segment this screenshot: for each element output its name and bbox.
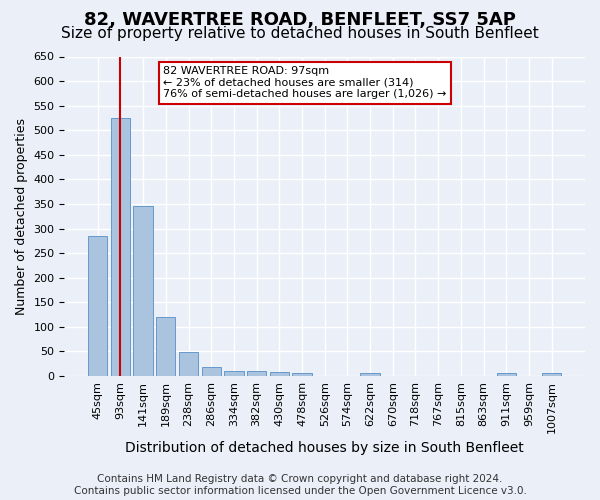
Bar [497,374,516,376]
Bar [133,206,153,376]
Text: 82 WAVERTREE ROAD: 97sqm
← 23% of detached houses are smaller (314)
76% of semi-: 82 WAVERTREE ROAD: 97sqm ← 23% of detach… [163,66,446,100]
Bar [361,374,380,376]
Bar [224,371,244,376]
Bar [542,374,562,376]
Bar [156,317,175,376]
Bar [247,370,266,376]
Bar [202,367,221,376]
Bar [111,118,130,376]
Text: 82, WAVERTREE ROAD, BENFLEET, SS7 5AP: 82, WAVERTREE ROAD, BENFLEET, SS7 5AP [84,11,516,29]
Text: Contains HM Land Registry data © Crown copyright and database right 2024.
Contai: Contains HM Land Registry data © Crown c… [74,474,526,496]
Bar [292,374,311,376]
Bar [269,372,289,376]
Bar [88,236,107,376]
Text: Size of property relative to detached houses in South Benfleet: Size of property relative to detached ho… [61,26,539,41]
Bar [179,352,198,376]
X-axis label: Distribution of detached houses by size in South Benfleet: Distribution of detached houses by size … [125,441,524,455]
Y-axis label: Number of detached properties: Number of detached properties [15,118,28,314]
